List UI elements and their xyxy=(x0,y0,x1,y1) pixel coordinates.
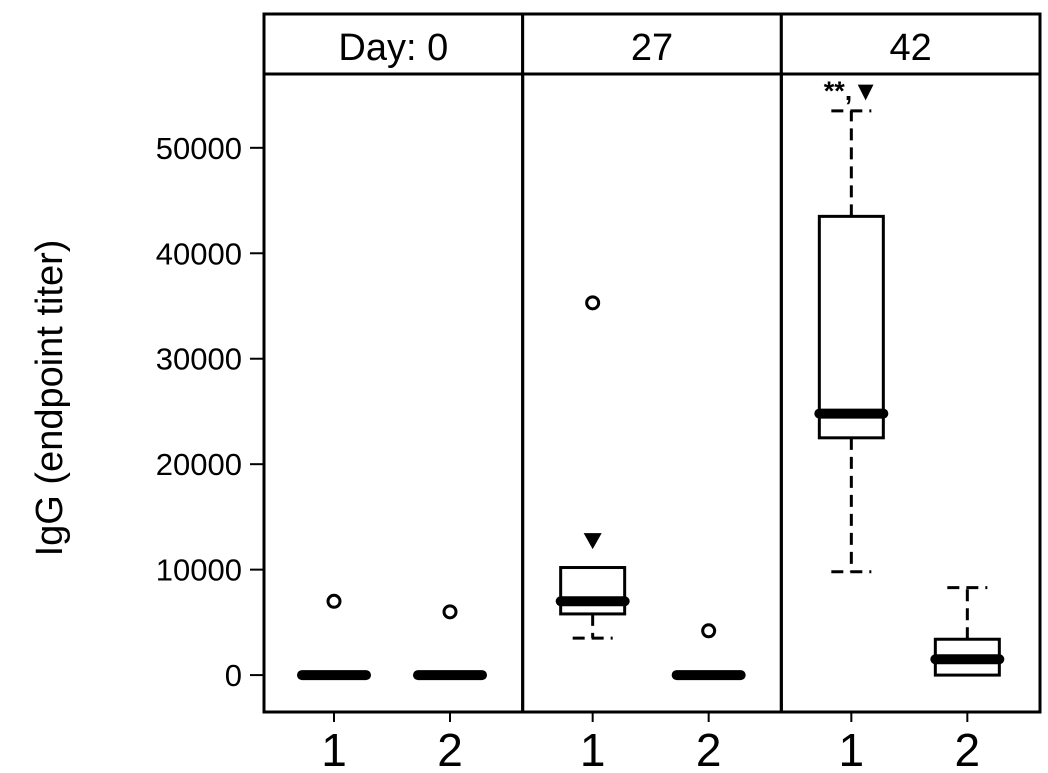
box-group-1 xyxy=(297,593,371,681)
y-axis-label: IgG (endpoint titer) xyxy=(29,240,71,557)
panel-frame xyxy=(521,72,783,714)
y-tick-label: 50000 xyxy=(156,131,242,166)
box-group-2 xyxy=(413,604,487,681)
outlier-point xyxy=(326,593,342,609)
outlier-point xyxy=(585,295,601,311)
panel-strip xyxy=(779,12,1042,76)
panel-3: 42 **,▼ 1 2 xyxy=(779,12,1042,773)
panel-1: Day: 0 1 2 xyxy=(262,12,525,773)
box-group-2 xyxy=(930,586,1005,677)
significance-annotation: **,▼ xyxy=(824,76,879,106)
outlier-point xyxy=(701,623,717,639)
x-tick-label: 1 xyxy=(321,724,347,773)
box-group-1 xyxy=(555,295,630,640)
x-tick-label: 2 xyxy=(437,724,463,773)
y-tick-label: 0 xyxy=(225,658,242,693)
x-tick-label: 1 xyxy=(839,724,865,773)
panel-strip-label: 27 xyxy=(631,27,673,69)
x-tick-label: 1 xyxy=(580,724,606,773)
y-tick-label: 20000 xyxy=(156,447,242,482)
x-tick-label: 2 xyxy=(955,724,981,773)
y-tick-label: 30000 xyxy=(156,342,242,377)
x-tick-label: 2 xyxy=(696,724,722,773)
box-iqr xyxy=(817,214,885,440)
y-tick-label: 10000 xyxy=(156,553,242,588)
panel-2: 27 1 2 xyxy=(521,12,783,773)
panel-strip-label: 42 xyxy=(890,27,932,69)
panel-frame xyxy=(262,72,525,714)
panels: Day: 0 1 2 27 1 2 42 **,▼ 1 2 xyxy=(262,12,1042,773)
box-group-1 xyxy=(814,109,889,574)
significance-marker xyxy=(583,533,602,550)
panel-strip xyxy=(521,12,783,76)
box-iqr xyxy=(559,566,627,616)
y-axis: 0 10000 20000 30000 40000 50000 xyxy=(156,131,264,693)
outlier-point xyxy=(442,604,458,620)
panel-frame xyxy=(779,72,1042,714)
box-group-2 xyxy=(671,623,746,681)
panel-strip-label: Day: 0 xyxy=(338,27,448,69)
y-tick-label: 40000 xyxy=(156,236,242,271)
